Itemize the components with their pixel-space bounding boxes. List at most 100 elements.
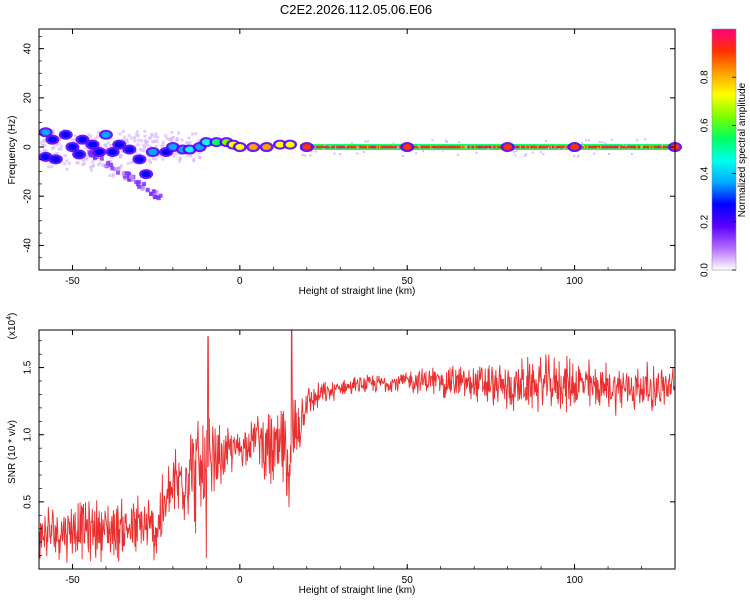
heatmap-band-core: [421, 145, 424, 149]
heatmap-faint-cell: [95, 135, 99, 139]
heatmap-band-fuzz: [610, 138, 613, 141]
heatmap-faint-cell: [42, 138, 46, 142]
heatmap-band-core: [557, 145, 559, 149]
heatmap-band-fuzz: [661, 143, 664, 146]
heatmap-tail-cell: [121, 171, 126, 176]
heatmap-band-core: [472, 145, 475, 149]
heatmap-band-core: [395, 145, 397, 149]
heatmap-band-fuzz: [539, 151, 542, 154]
heatmap-axes: -50 0 50 100 -40 -20 0 20 40: [23, 29, 676, 287]
heatmap-band-fuzz: [545, 139, 548, 142]
heatmap-band-core: [452, 145, 455, 149]
heatmap-band-core: [342, 145, 345, 149]
heatmap-band-core: [371, 145, 373, 149]
heatmap-band-core: [377, 145, 380, 149]
heatmap-faint-cell: [73, 137, 77, 141]
heatmap-band-core: [601, 145, 603, 149]
heatmap-faint-cell: [188, 140, 192, 144]
heatmap-faint-cell: [44, 149, 48, 153]
heatmap-faint-cell: [111, 174, 115, 178]
heatmap-tail-cell: [115, 170, 120, 175]
heatmap-band-fuzz: [644, 138, 647, 141]
heatmap-frame: [38, 28, 676, 271]
heatmap-band-fuzz: [417, 145, 420, 148]
heatmap-band-core: [496, 145, 499, 149]
heatmap-faint-cell: [143, 139, 147, 143]
heatmap-band-fuzz: [558, 148, 561, 151]
heatmap-faint-cell: [96, 163, 100, 167]
heatmap-band-core: [467, 145, 470, 149]
heatmap-band-core: [533, 145, 535, 149]
heatmap-ytick-label: 20: [23, 92, 34, 104]
heatmap-faint-cell: [148, 158, 152, 162]
heatmap-band-core: [630, 145, 633, 149]
heatmap-blob-core: [235, 144, 245, 151]
heatmap-tail-cell: [137, 184, 142, 189]
heatmap-band-core: [413, 145, 416, 149]
heatmap-band-core: [665, 145, 668, 149]
heatmap-band-fuzz: [604, 142, 607, 145]
heatmap-xtick-label: 0: [237, 276, 243, 287]
heatmap-band-core: [454, 145, 456, 149]
heatmap-band-core: [438, 145, 440, 149]
heatmap-faint-cell: [55, 152, 59, 156]
heatmap-tail-cell: [108, 163, 113, 168]
heatmap-faint-cell: [155, 140, 159, 144]
heatmap-band-core: [446, 145, 448, 149]
heatmap-faint-cell: [63, 162, 67, 166]
heatmap-band-core: [361, 145, 364, 149]
heatmap-blob-core: [275, 141, 285, 148]
heatmap-faint-cell: [156, 135, 160, 139]
heatmap-band-core: [586, 145, 589, 149]
heatmap-tail-cell: [99, 156, 104, 161]
heatmap-band-core: [389, 145, 392, 149]
heatmap-band-fuzz: [587, 139, 590, 142]
heatmap-band-core: [463, 145, 466, 149]
heatmap-faint-cell: [89, 168, 93, 172]
heatmap-faint-cell: [175, 138, 179, 142]
heatmap-tail-cell: [127, 177, 132, 182]
heatmap-band-core: [360, 145, 362, 149]
heatmap-faint-cell: [89, 134, 93, 138]
heatmap-ytick-label: -40: [23, 238, 34, 253]
heatmap-band-core: [553, 145, 555, 149]
heatmap-band-fuzz: [432, 149, 435, 152]
heatmap-band-fuzz: [329, 145, 332, 148]
heatmap-band-core: [415, 145, 417, 149]
heatmap-band-core: [451, 145, 453, 149]
snr-xtick-label: 100: [566, 575, 583, 586]
heatmap-band-core: [317, 145, 320, 149]
heatmap-band-core: [431, 145, 433, 149]
heatmap-tail-cell: [128, 174, 133, 179]
heatmap-faint-cell: [59, 144, 63, 148]
heatmap-faint-cell: [55, 143, 59, 147]
heatmap-band-core: [636, 145, 638, 149]
heatmap-band-core: [380, 145, 383, 149]
heatmap-cells: [38, 127, 682, 201]
heatmap-faint-cell: [154, 157, 158, 161]
heatmap-band-core: [666, 145, 669, 149]
heatmap-faint-cell: [109, 136, 113, 140]
heatmap-band-core: [462, 145, 464, 149]
heatmap-band-fuzz: [456, 153, 459, 156]
heatmap-faint-cell: [103, 143, 107, 147]
heatmap-faint-cell: [149, 145, 153, 149]
heatmap-band-fuzz: [338, 153, 341, 156]
colorbar-fill: [712, 29, 736, 270]
heatmap-faint-cell: [85, 157, 89, 161]
heatmap-band-core: [582, 145, 585, 149]
heatmap-faint-cell: [198, 155, 202, 159]
heatmap-band-core: [660, 145, 662, 149]
heatmap-faint-cell: [58, 138, 62, 142]
heatmap-ytick-label: 0: [23, 144, 34, 150]
heatmap-band-core: [622, 145, 625, 149]
colorbar-tick-label: 0.8: [700, 70, 711, 84]
heatmap-faint-cell: [106, 141, 110, 145]
heatmap-faint-cell: [101, 163, 105, 167]
heatmap-blob-core: [101, 131, 111, 138]
heatmap-band-core: [338, 145, 341, 149]
heatmap-band-core: [432, 145, 435, 149]
heatmap-faint-cell: [119, 164, 123, 168]
heatmap-band-fuzz: [563, 147, 566, 150]
heatmap-blob-core: [134, 156, 144, 163]
